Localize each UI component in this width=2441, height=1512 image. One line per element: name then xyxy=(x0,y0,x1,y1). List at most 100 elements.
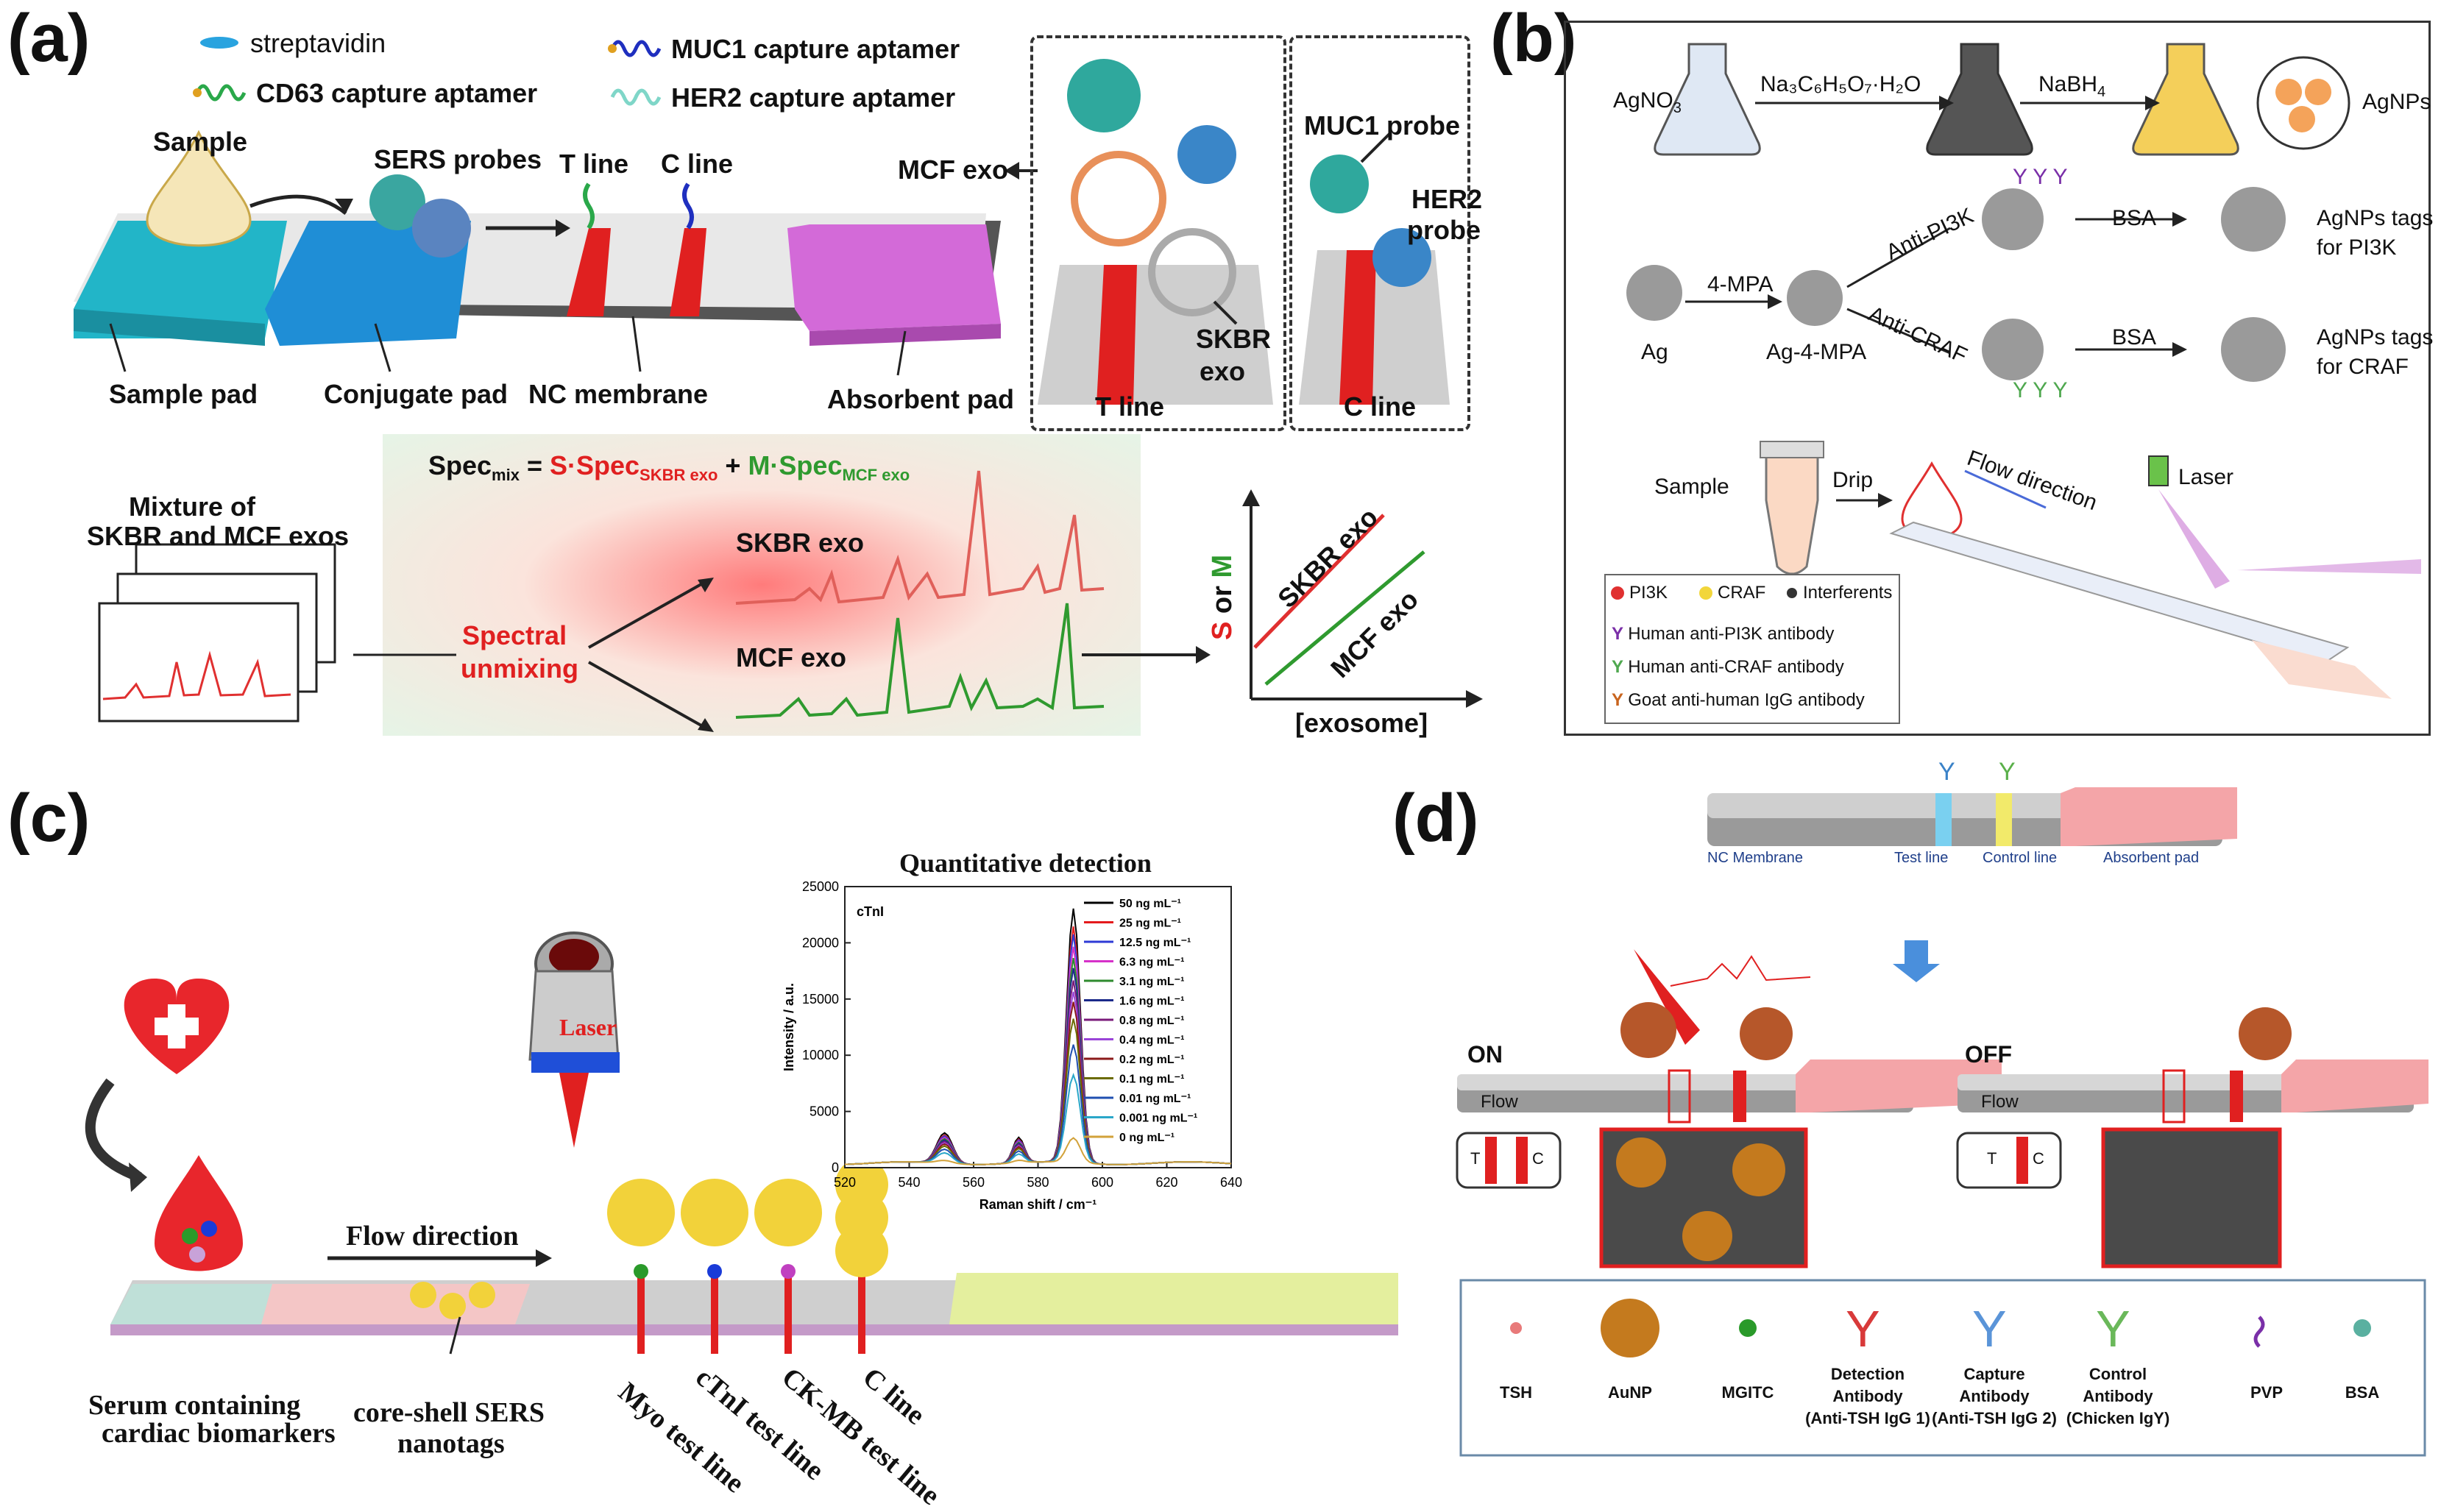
label-mcf-exo: MCF exo xyxy=(898,155,1009,185)
label-nabh4: NaBH4 xyxy=(2038,72,2106,100)
agnps-circle xyxy=(2256,56,2350,150)
legend-d-item-1-line-0: AuNP xyxy=(1608,1383,1652,1402)
legend-label-12: 0 ng mL⁻¹ xyxy=(1119,1132,1175,1144)
legend-pi3k: PI3K xyxy=(1629,583,1668,603)
svg-text:Y: Y xyxy=(1999,758,2016,786)
label-ag: Ag xyxy=(1641,340,1668,364)
cd63-aptamer-icon xyxy=(195,84,247,102)
label-c-line-inset: C line xyxy=(1344,391,1417,422)
x-tick-label-3: 580 xyxy=(1027,1175,1049,1190)
label-t-line-inset: T line xyxy=(1095,391,1165,422)
label-ag-mpa: Ag-4-MPA xyxy=(1766,340,1867,364)
axis-x-label: [exosome] xyxy=(1295,708,1428,738)
panel-b-legend-box xyxy=(1604,574,1900,724)
label-her2-1: HER2 xyxy=(1411,184,1483,214)
y-tick-label-3: 15000 xyxy=(802,992,839,1007)
label-nc-d: NC Membrane xyxy=(1707,850,1804,866)
legend-cd63: CD63 capture aptamer xyxy=(256,78,538,108)
mcf-line xyxy=(1264,550,1425,686)
y-axis-label: Intensity / a.u. xyxy=(782,983,796,1071)
sample-tube-icon xyxy=(1765,455,1819,575)
label-sample-b: Sample xyxy=(1654,475,1729,499)
flask-3-icon xyxy=(2132,43,2239,156)
nanotag-myo xyxy=(607,1179,675,1246)
legend-d-item-3-line-0: Detection xyxy=(1830,1365,1905,1383)
y-tick-label-2: 10000 xyxy=(802,1048,839,1062)
chart-plot-area xyxy=(844,886,1232,1168)
label-4mpa: 4-MPA xyxy=(1707,272,1774,297)
label-flow-on: Flow xyxy=(1481,1092,1518,1112)
legend-label-8: 0.2 ng mL⁻¹ xyxy=(1119,1054,1184,1066)
tsh-icon xyxy=(1510,1322,1522,1334)
label-off: OFF xyxy=(1965,1041,2012,1068)
y-tick-label-5: 25000 xyxy=(802,879,839,894)
legend-d-item-4-line-2: (Anti-TSH IgG 2) xyxy=(1932,1409,2057,1427)
legend-streptavidin: streptavidin xyxy=(250,28,386,58)
muc1-aptamer-icon xyxy=(610,40,662,57)
ag-mpa-sphere xyxy=(1787,270,1843,326)
legend-ab-goat: Y Goat anti-human IgG antibody xyxy=(1612,690,1865,710)
svg-text:Y: Y xyxy=(1938,758,1955,786)
mcf-exo-icon xyxy=(1071,151,1166,246)
legend-label-9: 0.1 ng mL⁻¹ xyxy=(1119,1073,1184,1086)
chart-title: Quantitative detection xyxy=(899,848,1152,878)
label-unmix-1: Spectral xyxy=(462,620,567,650)
streptavidin-icon xyxy=(200,37,238,49)
legend-d-item-3-line-2: (Anti-TSH IgG 1) xyxy=(1805,1409,1930,1427)
ag-sphere xyxy=(1626,265,1682,321)
label-citrate: Na₃C₆H₅O₇·H₂O xyxy=(1760,72,1921,96)
legend-her2: HER2 capture aptamer xyxy=(671,82,956,113)
conjugate-pad-shape xyxy=(265,221,471,346)
legend-muc1: MUC1 capture aptamer xyxy=(671,34,960,64)
legend-label-7: 0.4 ng mL⁻¹ xyxy=(1119,1034,1184,1047)
spec-mix-equation: Specmix = S·SpecSKBR exo + M·SpecMCF exo xyxy=(428,450,910,485)
x-tick-label-5: 620 xyxy=(1155,1175,1177,1190)
label-flow-c: Flow direction xyxy=(346,1221,519,1252)
detection-ab-icon: Y xyxy=(1846,1300,1880,1357)
label-control-d: Control line xyxy=(1983,850,2058,866)
flask-1-icon xyxy=(1654,43,1761,156)
label-tags-craf-2: for CRAF xyxy=(2317,355,2409,379)
sample-pad-shape xyxy=(74,221,287,338)
x-tick-label-4: 600 xyxy=(1091,1175,1113,1190)
label-tags-pi3k-1: AgNPs tags xyxy=(2317,206,2434,230)
label-t-off: T xyxy=(1987,1149,1997,1168)
pvp-icon xyxy=(2253,1316,2265,1348)
aunp-icon xyxy=(1601,1299,1659,1357)
label-nanotag-2: nanotags xyxy=(397,1428,505,1459)
muc1-probe-icon xyxy=(1067,59,1141,132)
svg-text:Y Y Y: Y Y Y xyxy=(2013,378,2068,402)
label-laser-b: Laser xyxy=(2178,465,2234,489)
legend-d-item-5-line-1: Antibody xyxy=(2083,1387,2153,1405)
legend-label-1: 25 ng mL⁻¹ xyxy=(1119,918,1181,930)
legend-label-4: 3.1 ng mL⁻¹ xyxy=(1119,976,1184,988)
panel-b-frame xyxy=(1564,21,2431,736)
legend-label-6: 0.8 ng mL⁻¹ xyxy=(1119,1015,1184,1027)
label-t-on: T xyxy=(1470,1149,1481,1168)
legend-label-5: 1.6 ng mL⁻¹ xyxy=(1119,995,1184,1008)
bsa-icon xyxy=(2353,1319,2371,1337)
mixture-spectrum-frame xyxy=(98,602,300,723)
mcf-trace xyxy=(735,603,1105,719)
x-tick-label-6: 640 xyxy=(1220,1175,1242,1190)
label-muc1-probe: MUC1 probe xyxy=(1304,110,1461,141)
legend-d-item-3-line-1: Antibody xyxy=(1832,1387,1903,1405)
label-agnps: AgNPs xyxy=(2362,90,2431,114)
skbr-line xyxy=(1253,514,1385,649)
legend-label-10: 0.01 ng mL⁻¹ xyxy=(1119,1093,1191,1105)
panel-b-strip xyxy=(1889,521,2350,664)
down-arrow-icon xyxy=(1893,940,1940,982)
label-mixture-2: SKBR and MCF exos xyxy=(87,521,350,551)
series-line-12 xyxy=(844,1137,1232,1165)
control-ab-icon: Y xyxy=(2096,1300,2130,1357)
y-tick-label-0: 0 xyxy=(832,1160,839,1175)
her2-aptamer-icon xyxy=(610,88,662,106)
label-mixture-1: Mixture of xyxy=(129,491,256,522)
legend-d-item-5-line-0: Control xyxy=(2089,1365,2147,1383)
legend-d-item-4-line-0: Capture xyxy=(1963,1365,2025,1383)
inset-c-line xyxy=(1289,35,1470,431)
panel-c-letter: (c) xyxy=(7,781,91,856)
